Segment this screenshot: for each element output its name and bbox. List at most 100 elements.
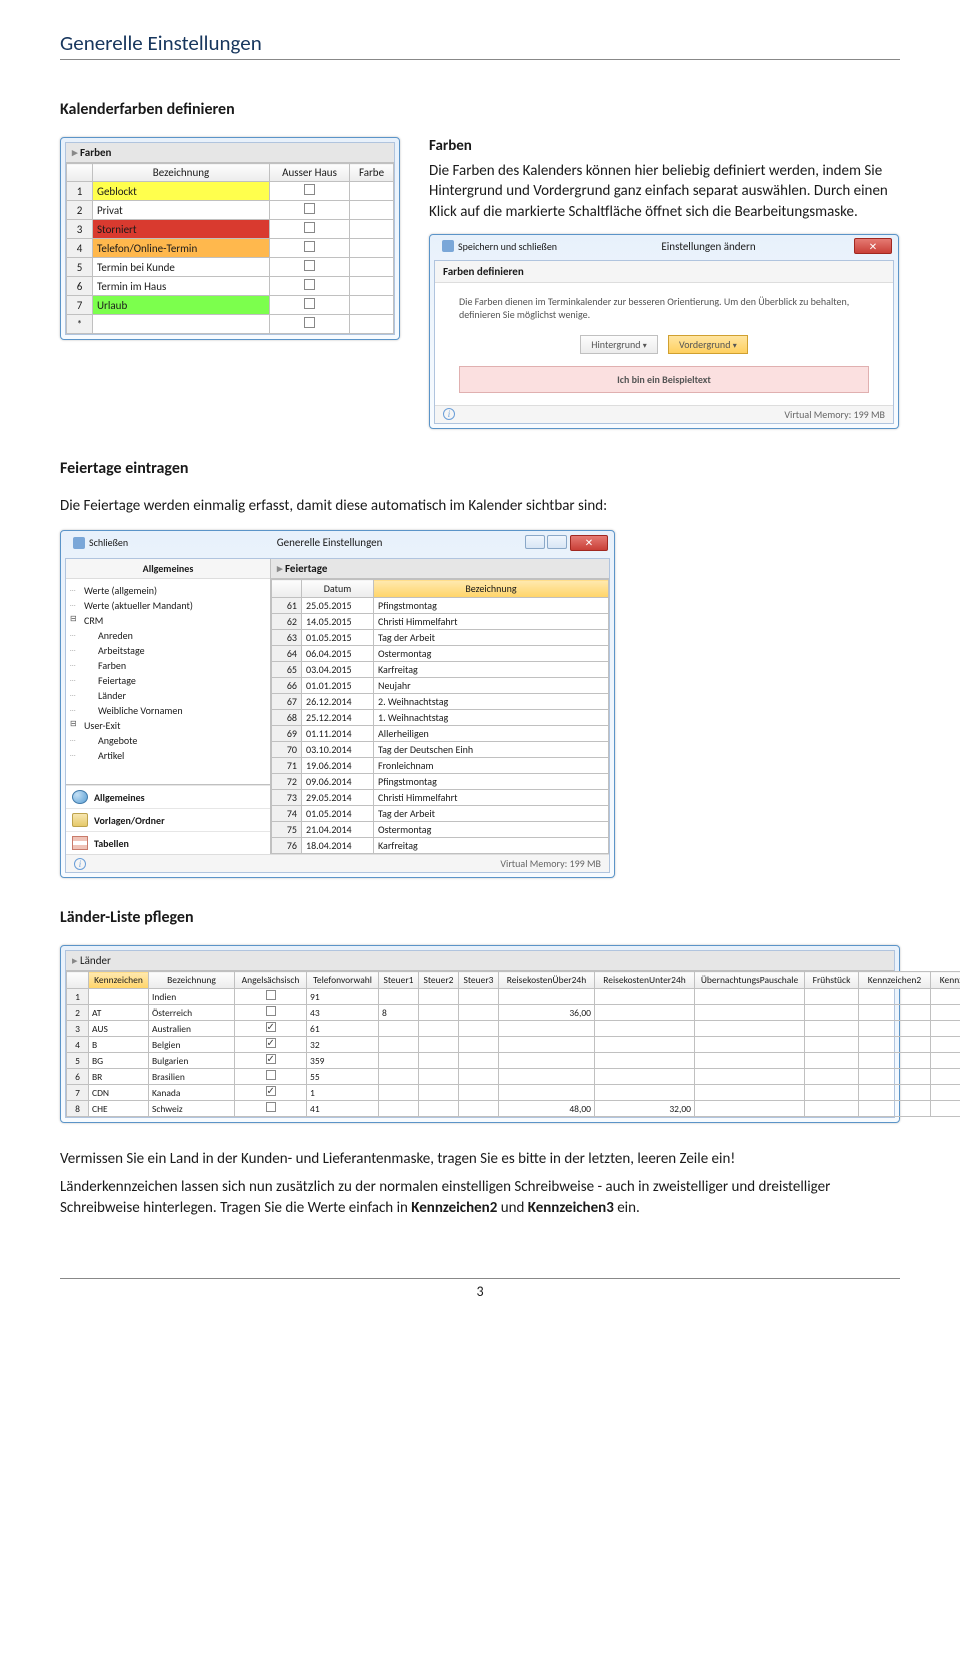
table-row[interactable]: 5BGBulgarien359: [67, 1053, 960, 1069]
table-icon: [72, 836, 88, 850]
table-row[interactable]: 6301.05.2015Tag der Arbeit: [272, 630, 609, 646]
table-row[interactable]: 6214.05.2015Christi Himmelfahrt: [272, 614, 609, 630]
farben-paragraph: Die Farben des Kalenders können hier bel…: [429, 161, 900, 222]
farben-col-header: Ausser Haus: [270, 164, 350, 182]
table-row[interactable]: 7521.04.2014Ostermontag: [272, 822, 609, 838]
table-row[interactable]: 7401.05.2014Tag der Arbeit: [272, 806, 609, 822]
table-row[interactable]: 3AUSAustralien61: [67, 1021, 960, 1037]
table-row[interactable]: 4BBelgien32: [67, 1037, 960, 1053]
table-row[interactable]: 7CDNKanada1: [67, 1085, 960, 1101]
hintergrund-button[interactable]: Hintergrund ▾: [580, 335, 658, 354]
tree-node[interactable]: CRM: [68, 613, 268, 628]
tree-node[interactable]: Farben: [68, 658, 268, 673]
laender-grid-title: ▸ Länder: [66, 951, 894, 971]
nav-item[interactable]: Tabellen: [66, 831, 270, 854]
tree-node[interactable]: User-Exit: [68, 718, 268, 733]
farben-grid-title: ▸ Farben: [66, 143, 394, 163]
table-row[interactable]: 7Urlaub: [67, 296, 394, 315]
laender-paragraph-2: Länderkennzeichen lassen sich nun zusätz…: [60, 1177, 900, 1218]
table-row[interactable]: 1Geblockt: [67, 182, 394, 201]
laender-grid[interactable]: KennzeichenBezeichnungAngelsächsischTele…: [66, 971, 960, 1117]
table-row[interactable]: 6BRBrasilien55: [67, 1069, 960, 1085]
example-text-box: Ich bin ein Beispieltext: [459, 366, 869, 393]
close-button[interactable]: ✕: [570, 535, 608, 551]
laender-window: ▸ Länder KennzeichenBezeichnungAngelsäch…: [60, 945, 900, 1123]
nav-item[interactable]: Vorlagen/Ordner: [66, 808, 270, 831]
tree-node[interactable]: Artikel: [68, 748, 268, 763]
feiertage-grid-title: ▸ Feiertage: [271, 559, 609, 579]
globe-icon: [72, 790, 88, 804]
tree-node[interactable]: Werte (allgemein): [68, 583, 268, 598]
table-row[interactable]: 5Termin bei Kunde: [67, 258, 394, 277]
table-row[interactable]: 6125.05.2015Pfingstmontag: [272, 598, 609, 614]
nav-label: Allgemeines: [94, 791, 145, 804]
table-row[interactable]: 6901.11.2014Allerheiligen: [272, 726, 609, 742]
feiertage-col-header: [272, 580, 302, 598]
tree-node[interactable]: Angebote: [68, 733, 268, 748]
laender-col-header: ÜbernachtungsPauschale: [695, 972, 805, 989]
close-button[interactable]: ✕: [854, 238, 892, 254]
table-row[interactable]: 7329.05.2014Christi Himmelfahrt: [272, 790, 609, 806]
table-row[interactable]: 6601.01.2015Neujahr: [272, 678, 609, 694]
status-memory: Virtual Memory: 199 MB: [784, 408, 885, 421]
panel-title-farben-definieren: Farben definieren: [435, 261, 893, 283]
laender-col-header: Kennzeichen: [89, 972, 149, 989]
table-row[interactable]: 2ATÖsterreich43836,00: [67, 1005, 960, 1021]
table-row[interactable]: 7618.04.2014Karfreitag: [272, 838, 609, 854]
save-icon: [442, 240, 454, 252]
tree-node[interactable]: Länder: [68, 688, 268, 703]
tree-node[interactable]: Werte (aktueller Mandant): [68, 598, 268, 613]
table-row[interactable]: 7209.06.2014Pfingstmontag: [272, 774, 609, 790]
laender-col-header: Telefonvorwahl: [307, 972, 379, 989]
table-row[interactable]: 6825.12.20141. Weihnachtstag: [272, 710, 609, 726]
farben-col-header: Farbe: [350, 164, 394, 182]
table-row[interactable]: 8CHESchweiz4148,0032,00: [67, 1101, 960, 1117]
new-row[interactable]: *: [67, 315, 394, 334]
laender-col-header: Kennzeichen2: [859, 972, 931, 989]
laender-col-header: Kennzeichen3: [931, 972, 960, 989]
tree-node[interactable]: Anreden: [68, 628, 268, 643]
close-icon: [73, 537, 85, 549]
laender-col-header: Steuer3: [459, 972, 499, 989]
save-close-button[interactable]: Speichern und schließen: [436, 238, 563, 255]
section-heading-laender: Länder-Liste pflegen: [60, 908, 900, 927]
section-heading-feiertage: Feiertage eintragen: [60, 459, 900, 478]
feiertage-grid[interactable]: DatumBezeichnung 6125.05.2015Pfingstmont…: [271, 579, 609, 854]
table-row[interactable]: 2Privat: [67, 201, 394, 220]
left-nav: Allgemeines Vorlagen/Ordner Tabellen: [66, 784, 270, 854]
feiertage-col-header: Datum: [302, 580, 374, 598]
settings-tree[interactable]: Werte (allgemein)Werte (aktueller Mandan…: [66, 579, 270, 784]
laender-col-header: Steuer2: [419, 972, 459, 989]
close-ribbon-button[interactable]: Schließen: [67, 534, 134, 551]
feiertage-col-header: Bezeichnung: [374, 580, 609, 598]
page-title: Generelle Einstellungen: [60, 30, 900, 60]
window-min-max[interactable]: [525, 535, 567, 551]
laender-col-header: [67, 972, 89, 989]
laender-col-header: Angelsächsisch: [235, 972, 307, 989]
tree-node[interactable]: Feiertage: [68, 673, 268, 688]
table-row[interactable]: 6726.12.20142. Weihnachtstag: [272, 694, 609, 710]
table-row[interactable]: 7003.10.2014Tag der Deutschen Einh: [272, 742, 609, 758]
tree-node[interactable]: Weibliche Vornamen: [68, 703, 268, 718]
table-row[interactable]: 6Termin im Haus: [67, 277, 394, 296]
nav-label: Vorlagen/Ordner: [94, 814, 165, 827]
table-row[interactable]: 7119.06.2014Fronleichnam: [272, 758, 609, 774]
farben-subheading: Farben: [429, 137, 900, 155]
table-row[interactable]: 6406.04.2015Ostermontag: [272, 646, 609, 662]
settings-window: Speichern und schließen Einstellungen än…: [429, 234, 899, 429]
farben-table-window: ▸ Farben BezeichnungAusser HausFarbe 1Ge…: [60, 137, 400, 340]
table-row[interactable]: 4Telefon/Online-Termin: [67, 239, 394, 258]
laender-col-header: ReisekostenÜber24h: [499, 972, 595, 989]
farben-grid[interactable]: BezeichnungAusser HausFarbe 1Geblockt2Pr…: [66, 163, 394, 334]
page-footer: 3: [60, 1278, 900, 1300]
folder-icon: [72, 813, 88, 827]
info-icon: i: [74, 858, 86, 870]
table-row[interactable]: 3Storniert: [67, 220, 394, 239]
left-tab-allgemeines[interactable]: Allgemeines: [66, 559, 270, 579]
vordergrund-button[interactable]: Vordergrund ▾: [668, 335, 748, 354]
table-row[interactable]: 1Indien91: [67, 989, 960, 1005]
panel-description: Die Farben dienen im Terminkalender zur …: [459, 295, 869, 321]
table-row[interactable]: 6503.04.2015Karfreitag: [272, 662, 609, 678]
nav-item[interactable]: Allgemeines: [66, 785, 270, 808]
tree-node[interactable]: Arbeitstage: [68, 643, 268, 658]
